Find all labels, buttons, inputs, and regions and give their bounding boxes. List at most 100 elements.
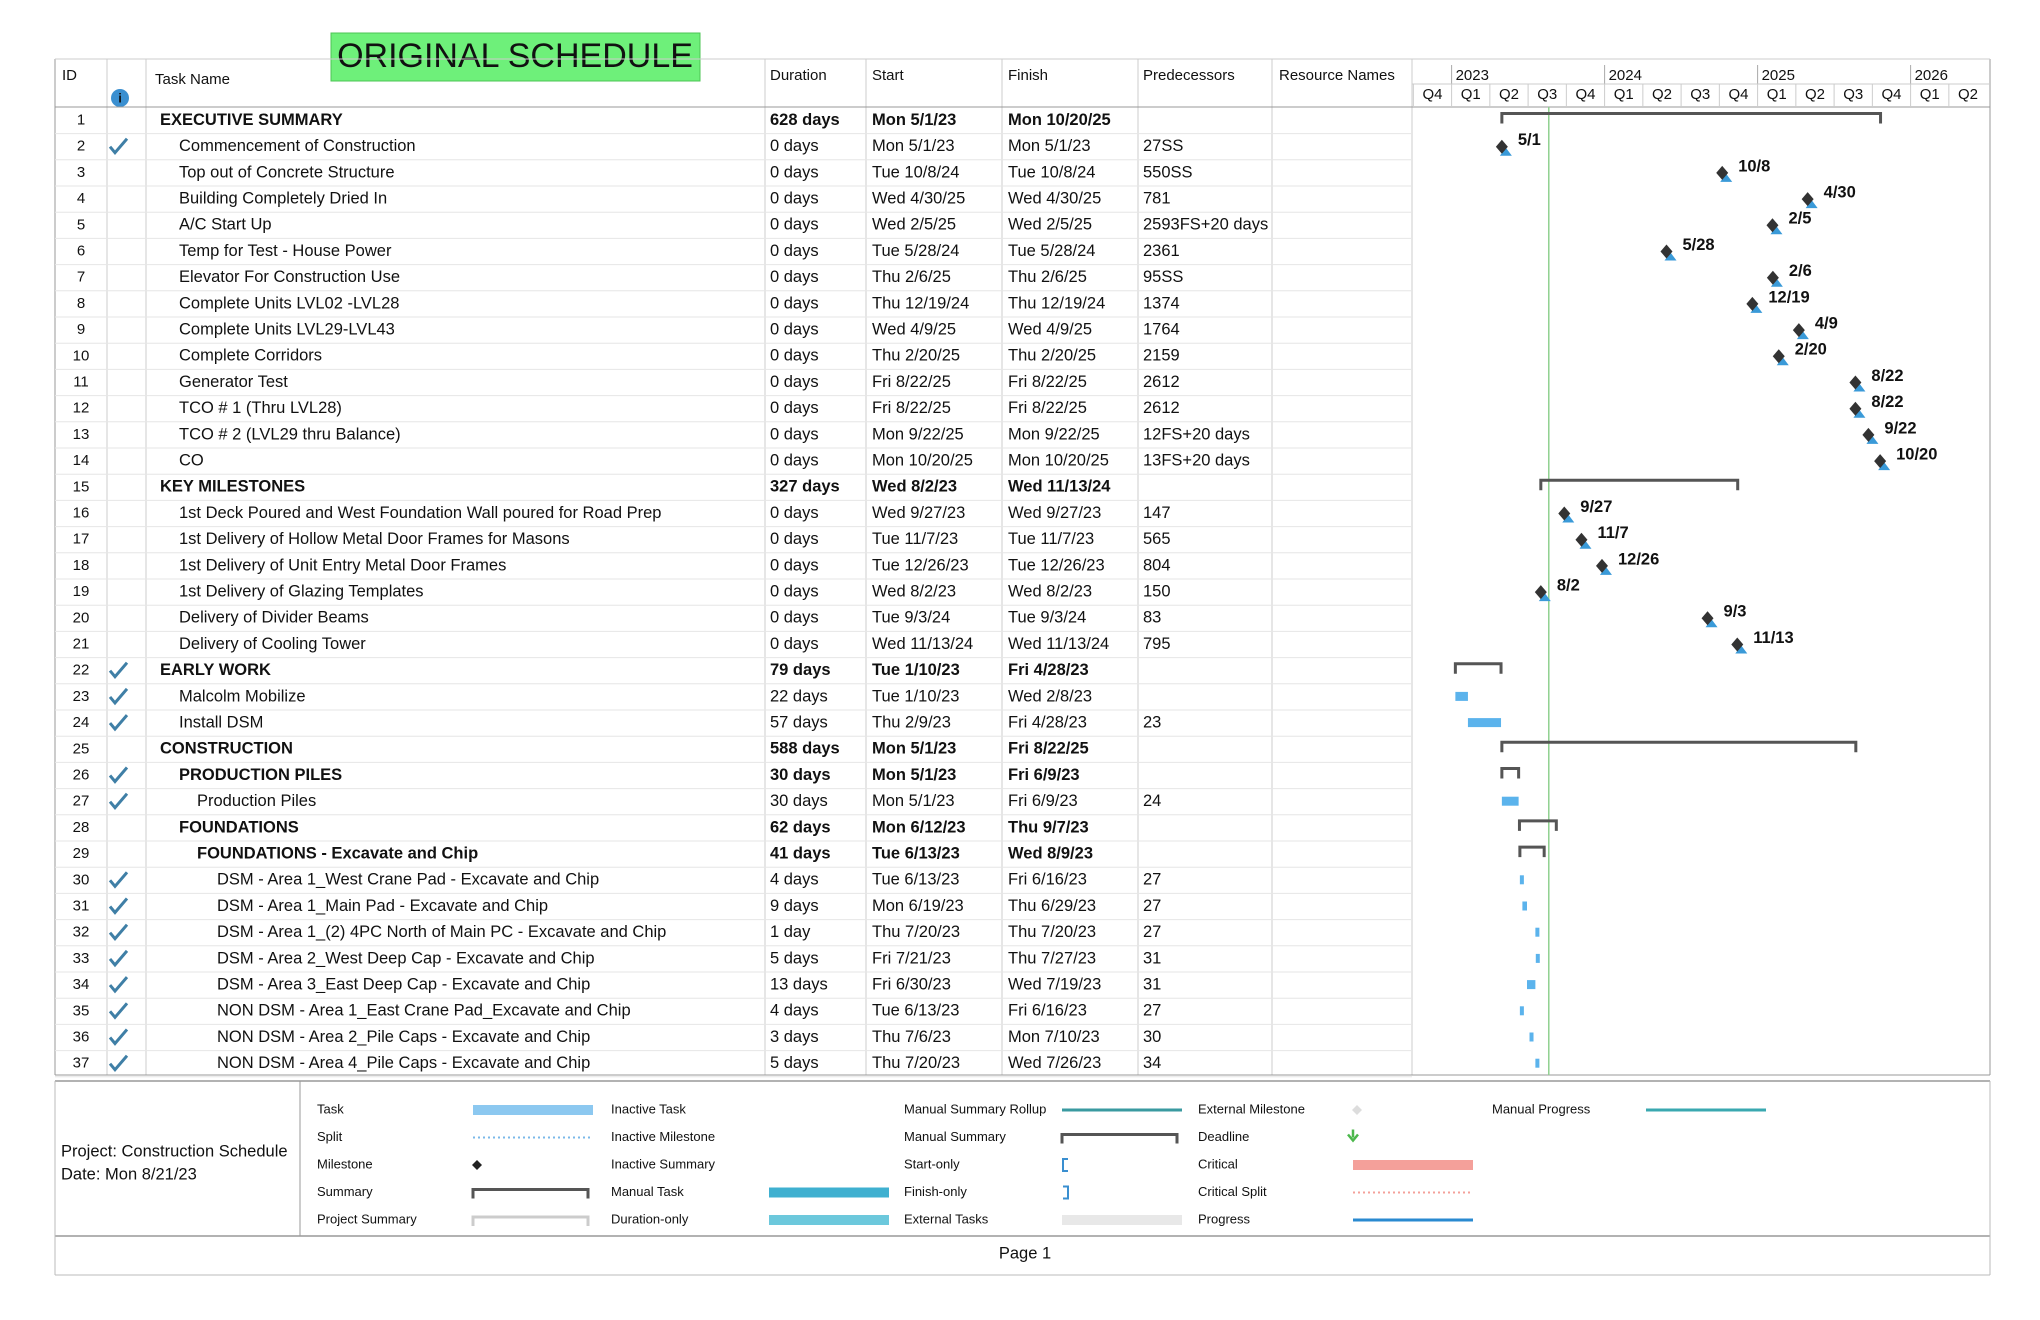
task-name: KEY MILESTONES: [160, 478, 305, 496]
milestone-shadow: [1705, 619, 1718, 628]
legend-label: Inactive Milestone: [611, 1129, 715, 1144]
quarter-label: Q3: [1690, 86, 1710, 103]
legend-label: Manual Task: [611, 1184, 684, 1199]
row-id: 15: [73, 478, 90, 495]
task-bar: [1455, 691, 1468, 701]
duration: 41 days: [770, 844, 831, 862]
duration: 588 days: [770, 740, 840, 758]
task-name: EARLY WORK: [160, 661, 271, 679]
title: ORIGINAL SCHEDULE: [337, 37, 693, 75]
finish: Wed 2/5/25: [1008, 216, 1092, 234]
milestone-shadow: [1664, 252, 1677, 261]
start: Tue 1/10/23: [872, 687, 959, 705]
legend-label: Inactive Task: [611, 1101, 686, 1116]
start: Tue 6/13/23: [872, 1002, 959, 1020]
duration: 30 days: [770, 792, 828, 810]
page-number: Page 1: [999, 1244, 1051, 1262]
task-name: FOUNDATIONS - Excavate and Chip: [197, 844, 478, 862]
predecessors: 2593FS+20 days: [1143, 216, 1268, 234]
start: Wed 9/27/23: [872, 504, 965, 522]
predecessors: 2361: [1143, 242, 1180, 260]
row-id: 21: [73, 635, 90, 652]
duration: 4 days: [770, 871, 819, 889]
task-bar: [1501, 796, 1519, 806]
row-id: 37: [73, 1055, 90, 1072]
column-header: Task Name: [155, 71, 230, 88]
start: Thu 7/6/23: [872, 1028, 951, 1046]
summary-bar: [1500, 740, 1858, 753]
predecessors: 147: [1143, 504, 1171, 522]
finish: Thu 7/20/23: [1008, 923, 1096, 941]
milestone-shadow: [1562, 514, 1575, 523]
title-box: [330, 32, 701, 82]
duration: 0 days: [770, 504, 819, 522]
duration: 5 days: [770, 949, 819, 967]
predecessors: 27: [1143, 923, 1161, 941]
milestone-label: 10/20: [1896, 445, 1937, 463]
predecessors: 12FS+20 days: [1143, 425, 1250, 443]
finish: Fri 6/9/23: [1008, 766, 1080, 784]
finish: Mon 5/1/23: [1008, 137, 1091, 155]
predecessors: 34: [1143, 1054, 1161, 1072]
finish: Tue 9/3/24: [1008, 609, 1086, 627]
row-id: 33: [73, 950, 90, 967]
milestone-label: 8/22: [1871, 393, 1903, 411]
finish: Thu 7/27/23: [1008, 949, 1096, 967]
milestone: [1660, 244, 1673, 259]
row-id: 28: [73, 819, 90, 836]
milestone-shadow: [1538, 593, 1551, 602]
milestone-shadow: [1805, 200, 1818, 209]
start: Wed 2/5/25: [872, 216, 956, 234]
row-id: 5: [77, 216, 85, 233]
predecessors: 565: [1143, 530, 1171, 548]
start: Mon 10/20/25: [872, 451, 973, 469]
predecessors: 795: [1143, 635, 1171, 653]
task-name: DSM - Area 1_West Crane Pad - Excavate a…: [217, 871, 599, 889]
column-header: Duration: [770, 67, 827, 84]
predecessors: 83: [1143, 609, 1161, 627]
predecessors: 781: [1143, 189, 1171, 207]
duration: 9 days: [770, 897, 819, 915]
milestone-shadow: [1878, 462, 1891, 471]
legend-swatch: [472, 1160, 482, 1170]
row-id: 18: [73, 557, 90, 574]
milestone: [1558, 506, 1571, 521]
check-mark: [108, 687, 129, 706]
legend-swatch: [473, 1105, 593, 1115]
row-id: 3: [77, 164, 85, 181]
summary-bar: [1539, 478, 1740, 491]
row-id: 35: [73, 1002, 90, 1019]
quarter-label: Q3: [1537, 86, 1557, 103]
row-id: 6: [77, 242, 85, 259]
milestone: [1772, 349, 1785, 364]
task-name: TCO # 2 (LVL29 thru Balance): [179, 425, 401, 443]
duration: 0 days: [770, 425, 819, 443]
task-name: PRODUCTION PILES: [179, 766, 342, 784]
summary-bar: [1518, 845, 1546, 858]
legend-label: External Tasks: [904, 1211, 989, 1226]
check-mark: [108, 661, 129, 680]
task-name: Building Completely Dried In: [179, 189, 387, 207]
quarter-label: Q2: [1958, 86, 1978, 103]
quarter-label: Q2: [1805, 86, 1825, 103]
check-mark: [108, 871, 129, 889]
start: Tue 12/26/23: [872, 556, 969, 574]
legend-swatch: [769, 1187, 889, 1198]
finish: Wed 4/30/25: [1008, 189, 1101, 207]
check-mark: [108, 923, 129, 942]
start: Wed 8/2/23: [872, 582, 956, 600]
check-mark: [108, 1054, 129, 1073]
task-name: Commencement of Construction: [179, 137, 416, 155]
task-name: Complete Units LVL02 -LVL28: [179, 294, 399, 312]
project-name: Project: Construction Schedule: [61, 1142, 288, 1160]
milestone-label: 5/28: [1682, 236, 1714, 254]
milestone-shadow: [1770, 278, 1783, 287]
start: Mon 5/1/23: [872, 111, 956, 129]
finish: Tue 12/26/23: [1008, 556, 1105, 574]
check-mark: [108, 949, 129, 968]
legend-label: Finish-only: [904, 1184, 967, 1199]
check-mark: [108, 1028, 129, 1046]
task-name: 1st Deck Poured and West Foundation Wall…: [179, 504, 661, 522]
check-mark: [108, 897, 129, 915]
